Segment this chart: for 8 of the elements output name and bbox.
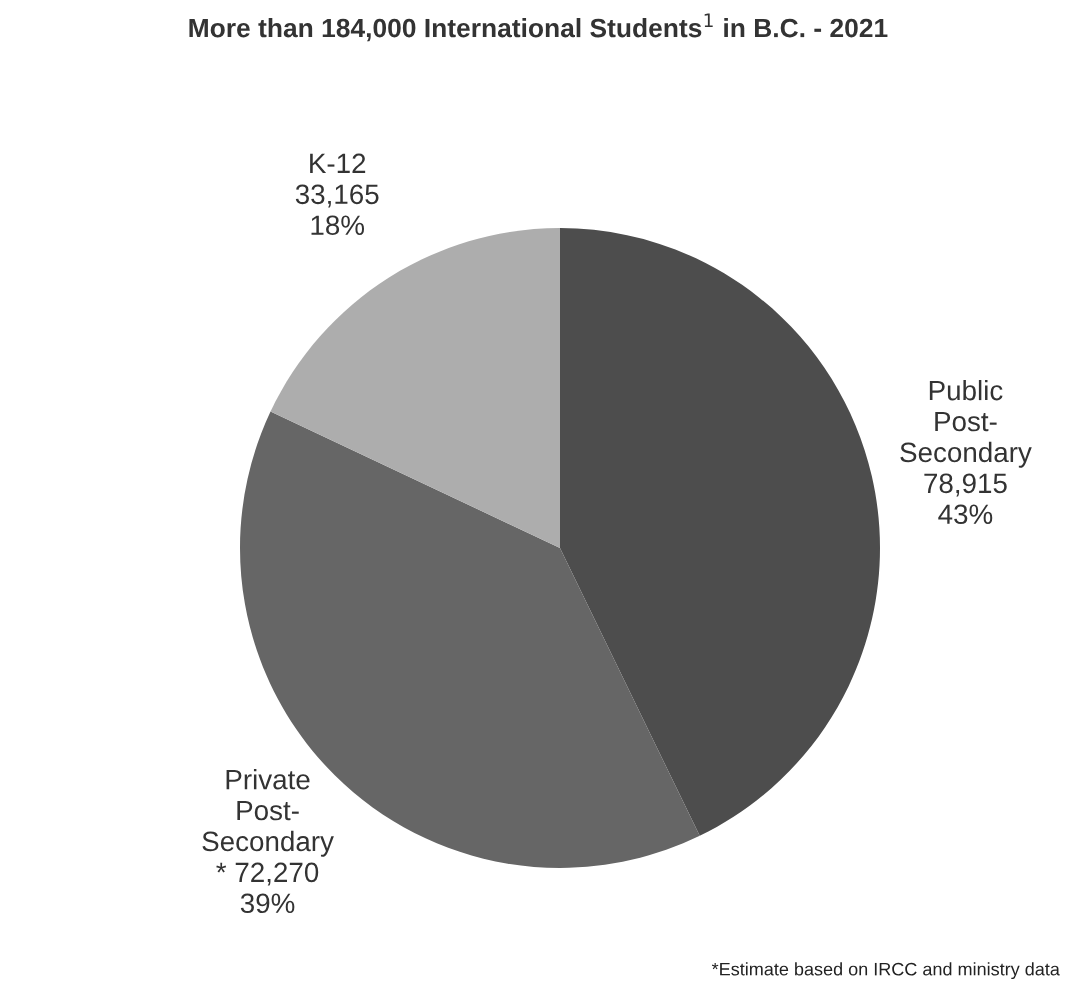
chart-title: More than 184,000 International Students$^{1}$ in B.C. - 2021 [189, 13, 888, 42]
text: *Estimate based on IRCC and ministry data [711, 962, 1060, 980]
slice-label: Public Post- Secondary [900, 379, 1032, 468]
slice-label: Private Post- Secondary [202, 769, 334, 857]
data-label: 78,915 43% [924, 473, 1007, 525]
data-label: 33,165 18% [295, 184, 379, 236]
data-label: * 72,270 39% [216, 862, 319, 914]
slice-label: K-12 [310, 153, 366, 173]
